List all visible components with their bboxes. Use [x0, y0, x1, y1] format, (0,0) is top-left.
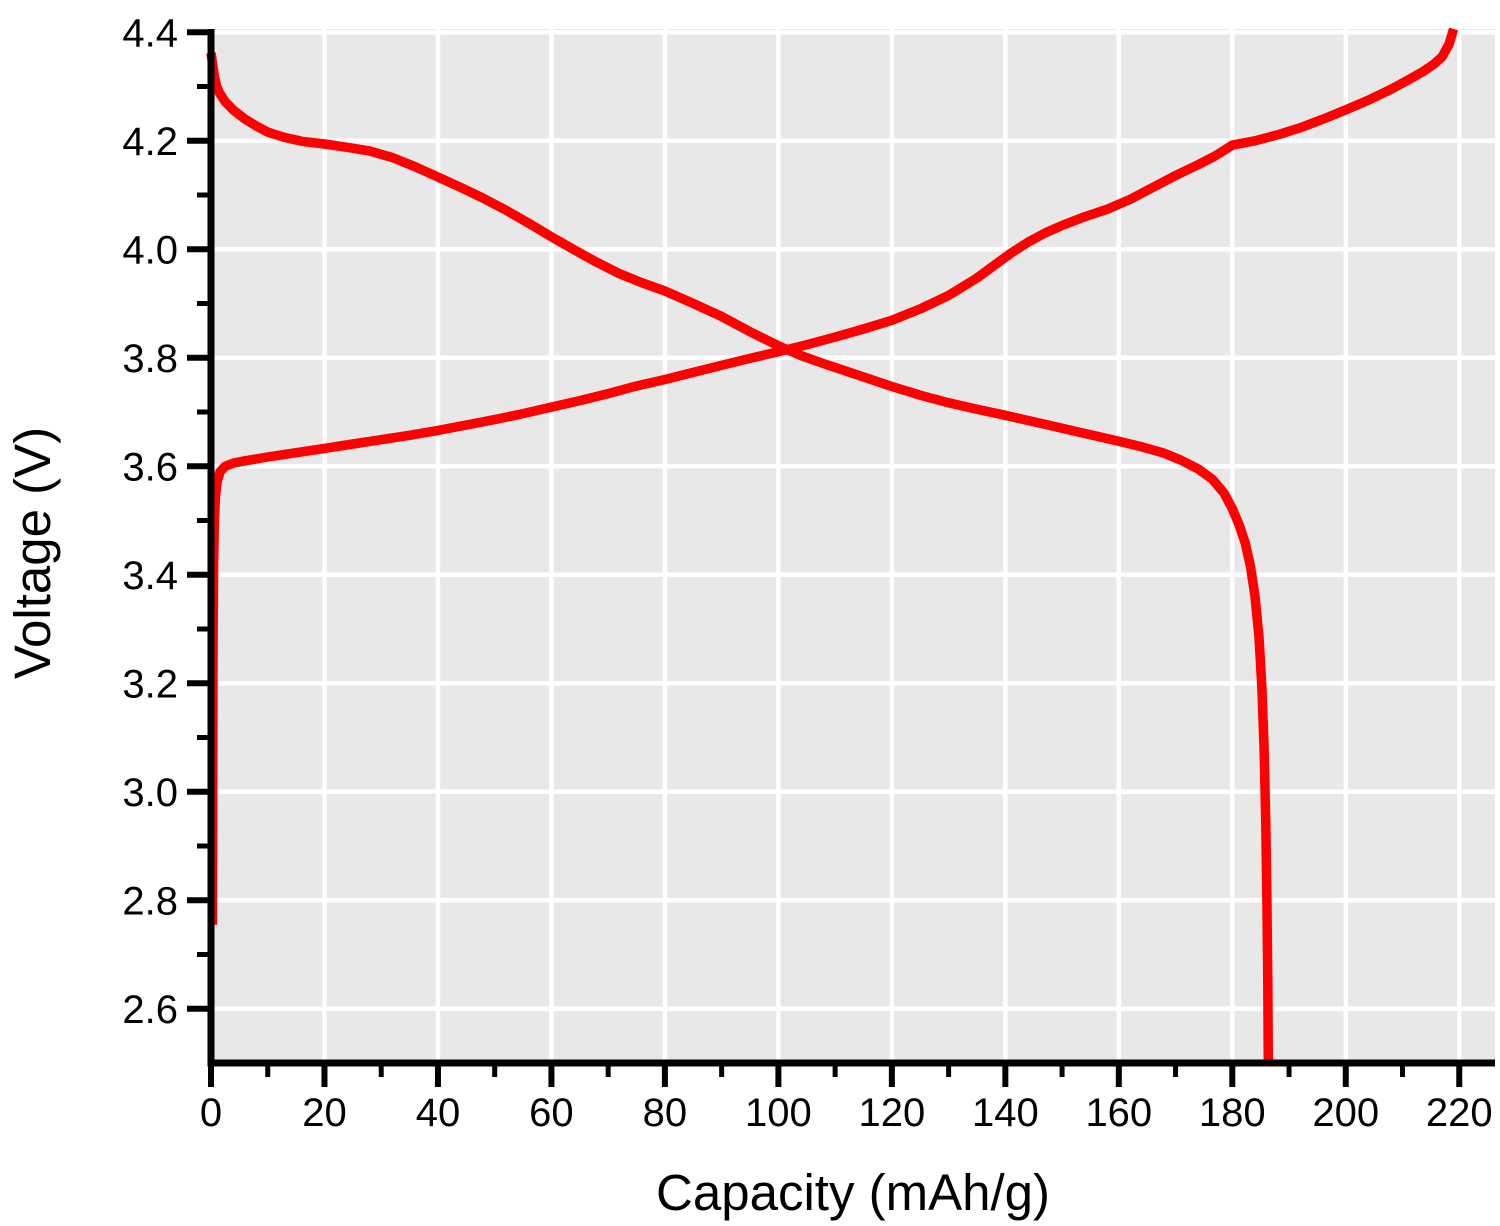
axis-layer [187, 29, 1495, 1087]
x-tick-label: 180 [1199, 1091, 1266, 1135]
discharge-curve [206, 52, 1274, 1064]
x-tick-label: 40 [416, 1091, 461, 1135]
data-series-layer [206, 28, 1459, 1064]
plot-background [211, 29, 1495, 1063]
x-tick-label: 220 [1426, 1091, 1493, 1135]
y-axis-title: Voltage (V) [4, 427, 61, 679]
x-tick-label: 120 [858, 1091, 925, 1135]
y-tick-label: 3.2 [122, 662, 178, 706]
tick-label-layer: 0 20 40 60 80 100 120 140 160 180 200 220 2.6 2.8 3.0 3… [122, 11, 1492, 1135]
x-tick-label: 160 [1085, 1091, 1152, 1135]
y-tick-label: 2.6 [122, 988, 178, 1032]
x-axis-title: Capacity (mAh/g) [656, 1164, 1050, 1221]
y-tick-label: 4.0 [122, 228, 178, 272]
x-tick-label: 200 [1312, 1091, 1379, 1135]
y-tick-label: 3.6 [122, 445, 178, 489]
x-tick-label: 100 [745, 1091, 812, 1135]
y-tick-label: 4.4 [122, 11, 178, 55]
x-tick-label: 60 [529, 1091, 574, 1135]
gridline-layer [211, 29, 1495, 1063]
x-tick-label: 20 [302, 1091, 347, 1135]
plot-background-layer [211, 29, 1495, 1063]
y-tick-label: 3.4 [122, 554, 178, 598]
x-tick-label: 140 [972, 1091, 1039, 1135]
x-tick-label: 0 [200, 1091, 222, 1135]
charge-curve [207, 28, 1459, 925]
y-tick-label: 3.8 [122, 337, 178, 381]
x-tick-label: 80 [643, 1091, 688, 1135]
y-tick-label: 2.8 [122, 879, 178, 923]
y-tick-label: 3.0 [122, 771, 178, 815]
y-tick-label: 4.2 [122, 120, 178, 164]
